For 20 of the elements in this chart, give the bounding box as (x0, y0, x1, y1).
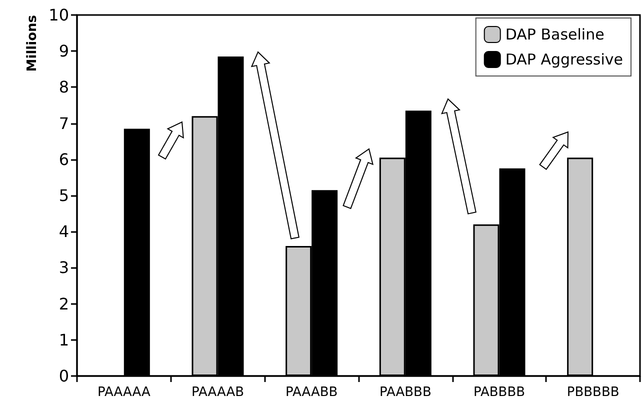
y-tick-label: 10 (48, 6, 69, 24)
y-tick-label: 2 (58, 294, 69, 314)
x-tick-label: PBBBBB (566, 385, 620, 400)
y-tick-label: 7 (58, 114, 69, 133)
y-tick-label: 5 (58, 186, 69, 205)
x-tick-label: PAAABB (285, 385, 338, 400)
x-tick-label: PAAAAA (97, 385, 150, 400)
x-tick-label: PABBBB (473, 385, 526, 400)
y-tick-label: 9 (58, 42, 69, 61)
y-tick-label: 6 (58, 150, 69, 169)
y-tick-label: 1 (58, 330, 69, 350)
y-axis-title: Millions (25, 14, 40, 72)
y-tick-label: 4 (58, 222, 69, 242)
y-tick-label: 8 (58, 78, 69, 97)
y-tick-label: 0 (58, 366, 69, 386)
x-tick-label: PAABBB (379, 385, 432, 400)
legend-label: DAP Aggressive (505, 50, 624, 68)
x-tick-label: PAAAAB (191, 385, 244, 400)
legend-label: DAP Baseline (505, 26, 604, 44)
y-tick-label: 3 (58, 258, 69, 278)
